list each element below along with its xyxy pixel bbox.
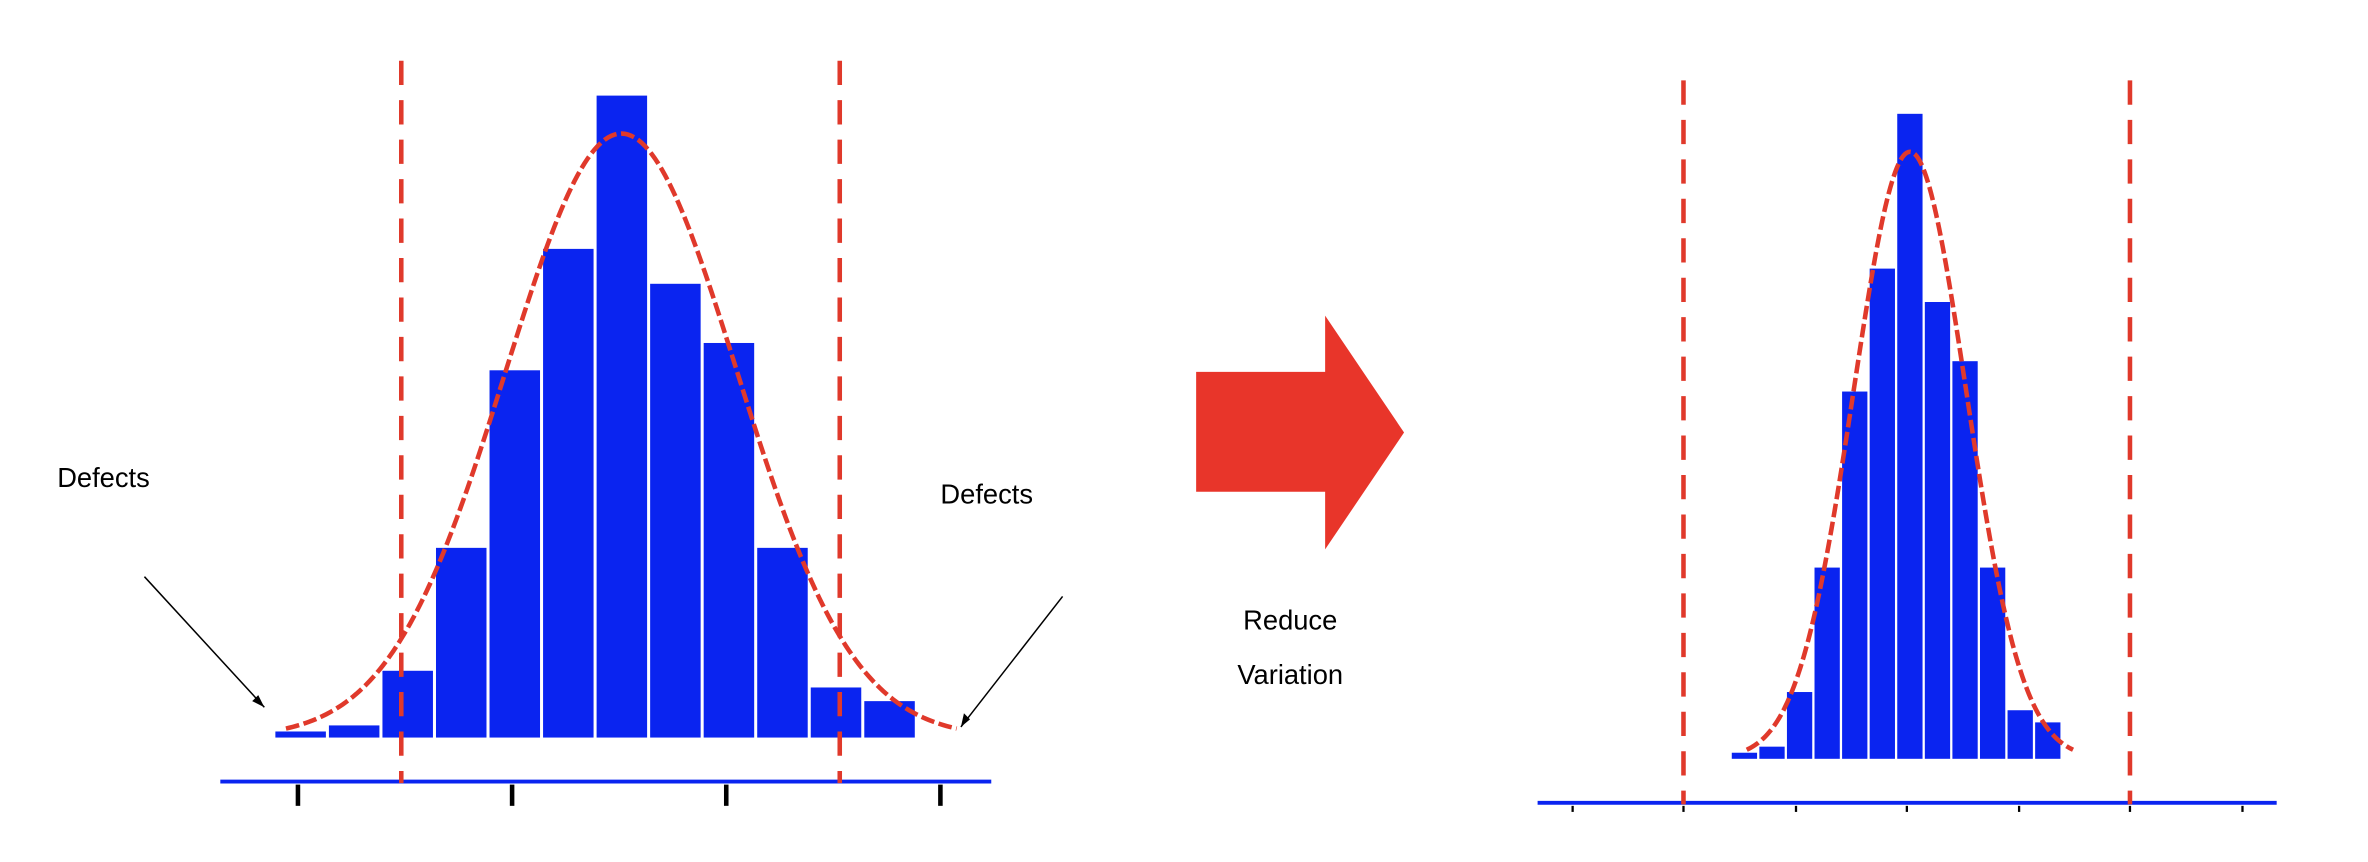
bar [703,342,755,738]
bar [1869,268,1895,759]
bar [650,283,701,738]
annotation: Defects [57,462,150,493]
bar [328,725,380,738]
bar [1842,391,1868,759]
arrow-text: Variation [1237,659,1343,690]
bar [757,547,808,738]
pointer [960,595,1064,728]
annotation: Defects [940,478,1033,509]
bar [1952,361,1978,759]
fit-curve [1745,149,2075,752]
bar [810,687,862,738]
bar [1759,746,1785,759]
bar [1924,302,1951,759]
bar [2007,710,2033,759]
bar [1731,752,1758,759]
pointer-head [960,713,971,727]
arrow-text: Reduce [1243,604,1337,635]
bar [275,731,326,738]
bar [435,547,487,738]
bar [382,670,433,738]
bar [543,248,594,738]
bar [1979,567,2006,759]
pointer-head [252,695,265,708]
fit-curve [285,131,958,731]
bar [1897,113,1923,759]
pointer [143,576,265,708]
arrow [1196,315,1405,550]
bar [489,370,541,738]
bar [1786,692,1813,759]
bar [596,95,648,738]
